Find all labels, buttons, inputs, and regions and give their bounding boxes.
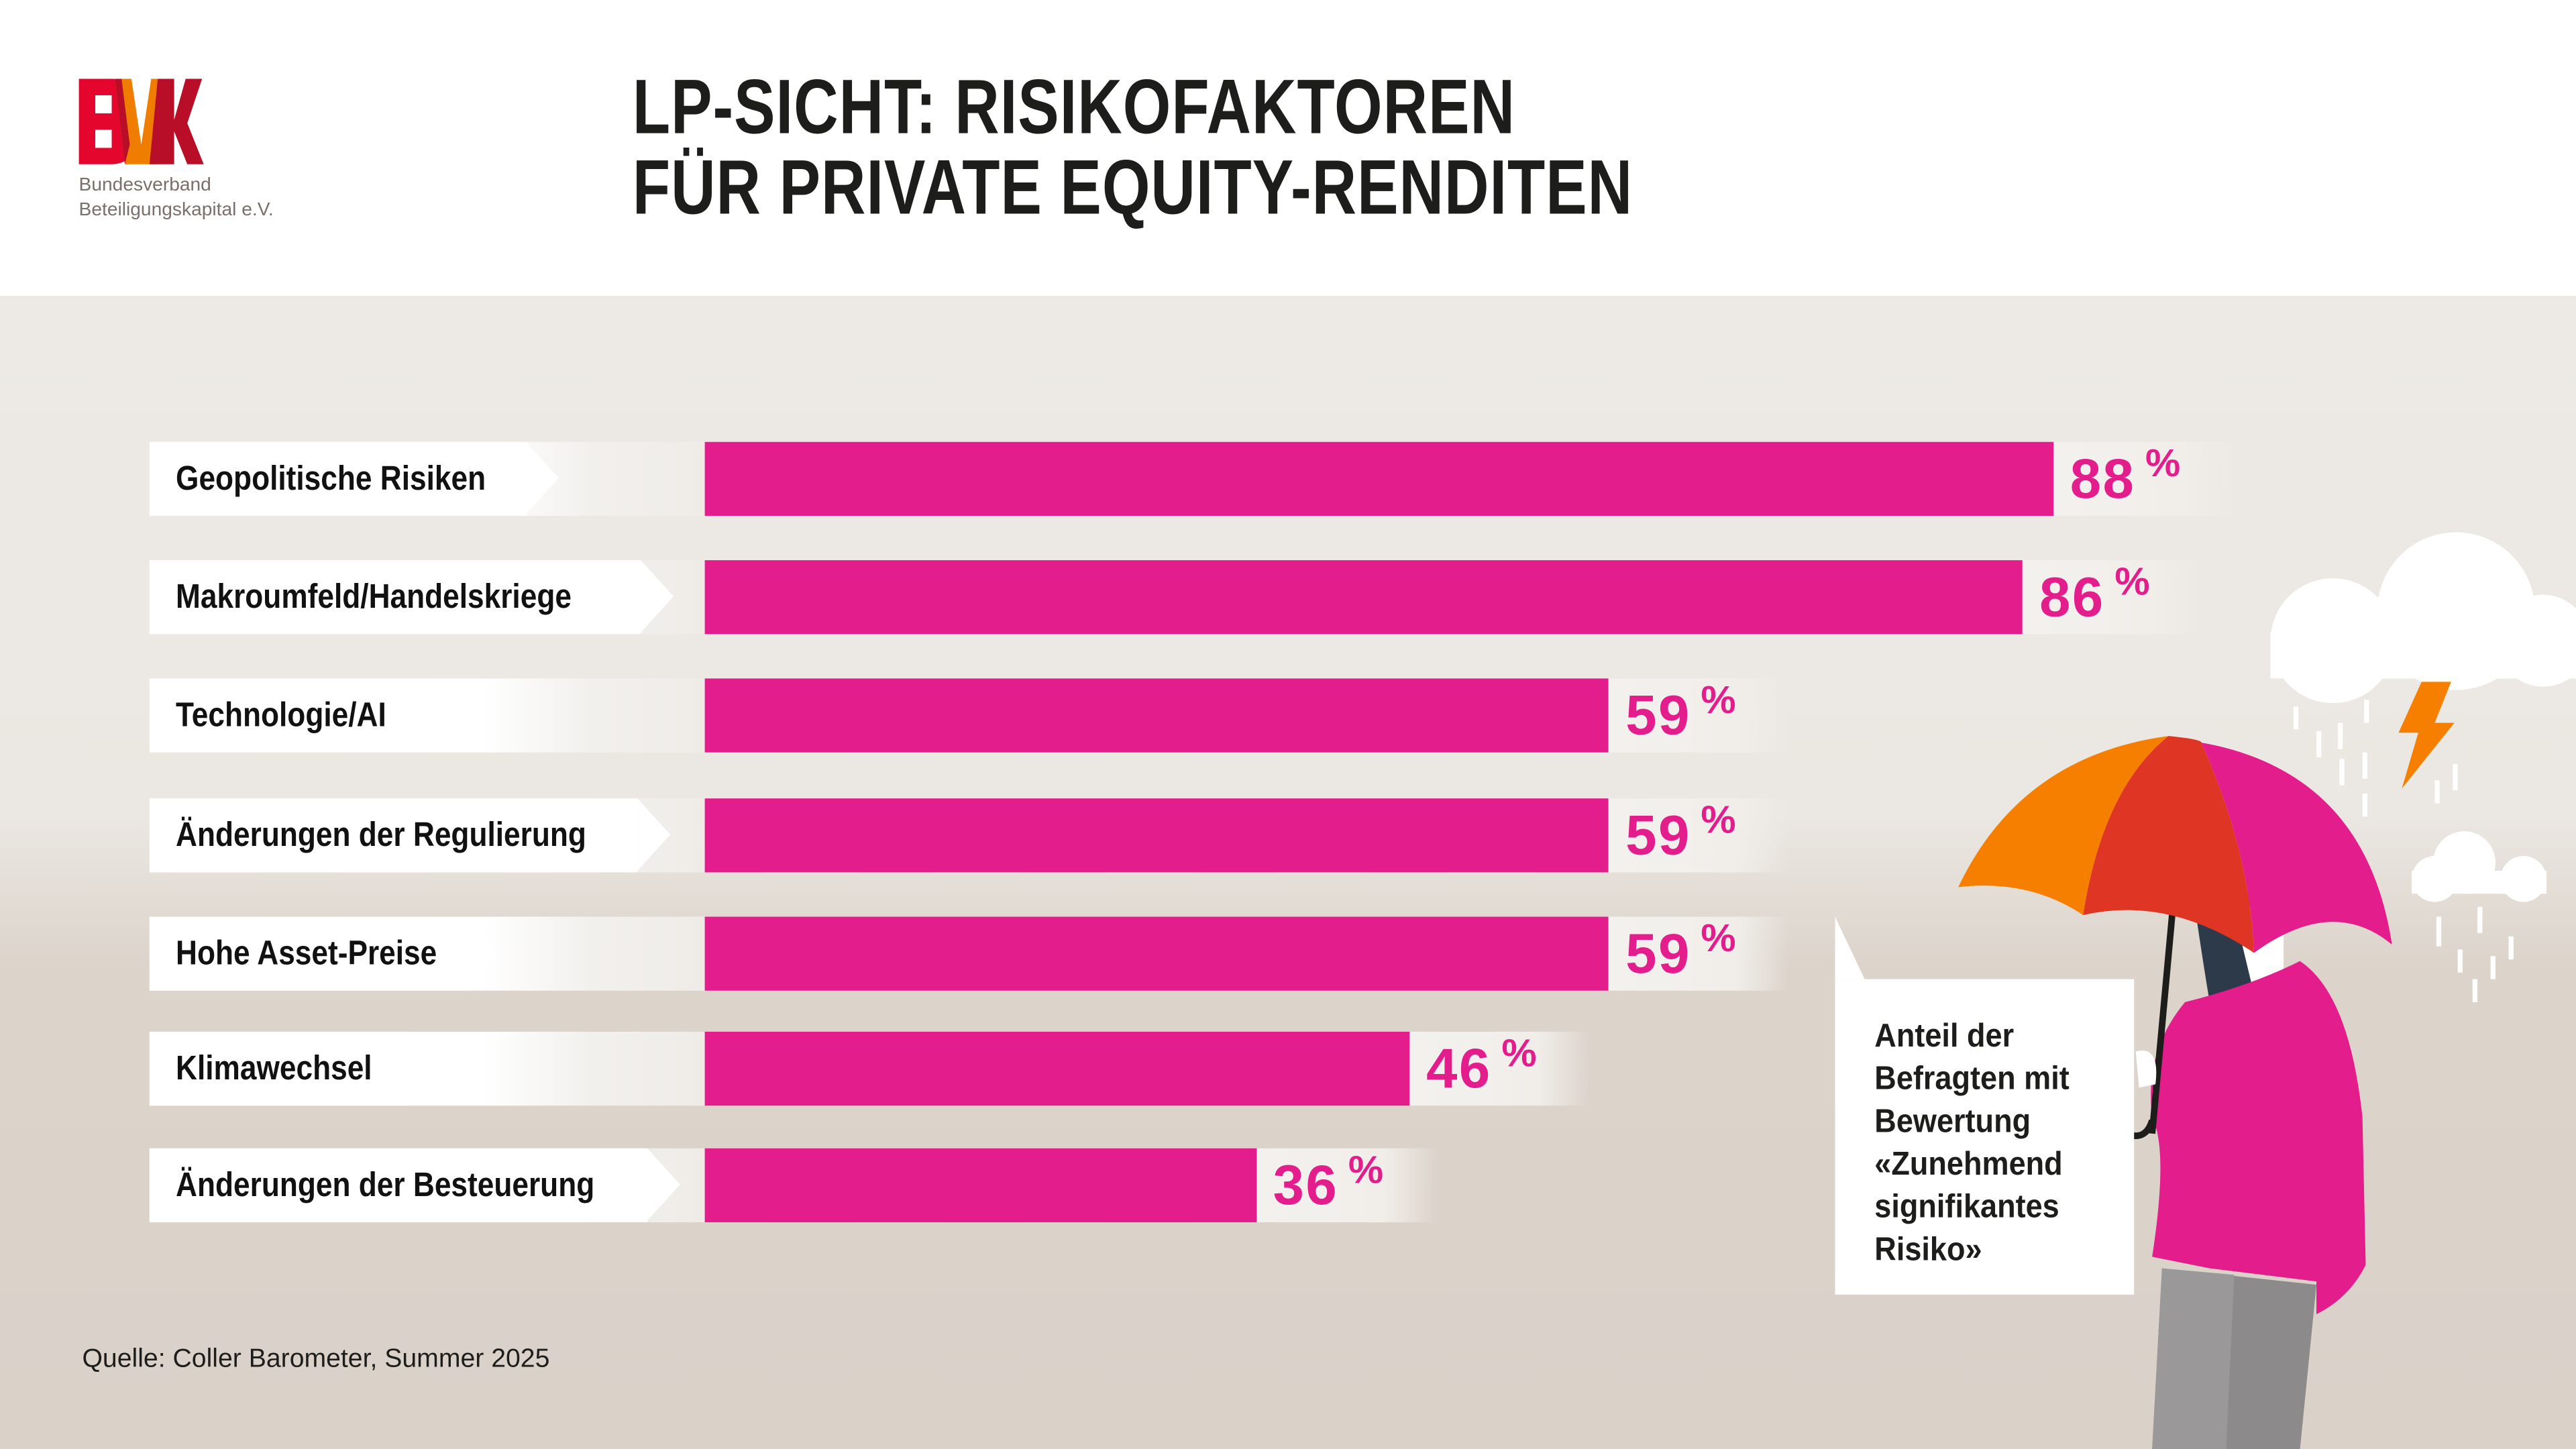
logo-subtitle-line2: Beteiligungskapital e.V. — [78, 200, 274, 221]
category-label-box: Technologie/AI — [149, 678, 462, 753]
value-number: 86 — [2039, 566, 2105, 629]
value-label: 59% — [1625, 678, 1736, 749]
category-label: Makroumfeld/Handelskriege — [176, 578, 572, 616]
bar — [704, 1031, 1410, 1106]
bar-row: Änderungen der Regulierung 59% — [149, 798, 2286, 873]
header: Bundesverband Beteiligungskapital e.V. L… — [0, 0, 2576, 296]
logo-subtitle: Bundesverband Beteiligungskapital e.V. — [79, 174, 274, 223]
category-label-box: Änderungen der Regulierung — [149, 798, 671, 873]
person — [2151, 879, 2366, 1449]
value-label: 36% — [1273, 1148, 1384, 1220]
cloud-icon — [2270, 532, 2576, 704]
category-label: Technologie/AI — [176, 696, 386, 735]
bar-row: Technologie/AI 59% — [149, 678, 2286, 753]
value-tail — [2023, 560, 2204, 635]
bar — [704, 441, 2054, 516]
category-label: Hohe Asset-Preise — [176, 934, 437, 973]
value-number: 59 — [1625, 685, 1691, 748]
page-title: LP-SICHT: RISIKOFAKTOREN FÜR PRIVATE EQU… — [633, 66, 1633, 227]
percent-sign: % — [1701, 916, 1736, 961]
value-tail — [1409, 1031, 1591, 1106]
value-number: 88 — [2070, 448, 2136, 511]
small-cloud-icon — [2412, 831, 2546, 902]
value-tail — [2053, 441, 2235, 516]
category-label: Änderungen der Besteuerung — [176, 1166, 595, 1205]
percent-sign: % — [2114, 560, 2150, 605]
value-number: 46 — [1426, 1038, 1492, 1101]
category-label-box: Änderungen der Besteuerung — [149, 1148, 680, 1223]
umbrella-person-illustration — [1958, 532, 2576, 1449]
logo-subtitle-line1: Bundesverband — [78, 176, 211, 196]
percent-sign: % — [1501, 1031, 1537, 1077]
value-tail — [1256, 1148, 1438, 1223]
bar-row: Makroumfeld/Handelskriege 86% — [149, 560, 2286, 635]
bar — [704, 798, 1609, 873]
category-label-box: Makroumfeld/Handelskriege — [149, 560, 674, 635]
value-label: 59% — [1625, 798, 1736, 869]
value-number: 59 — [1625, 923, 1691, 986]
category-label: Geopolitische Risiken — [176, 460, 486, 498]
callout-box: Anteil der Befragten mit Bewertung «Zune… — [1835, 979, 2135, 1295]
category-label: Klimawechsel — [176, 1049, 372, 1088]
title-line2: FÜR PRIVATE EQUITY-RENDITEN — [632, 143, 1633, 230]
percent-sign: % — [2145, 441, 2181, 486]
bar — [704, 916, 1609, 991]
value-tail — [1609, 798, 1790, 873]
percent-sign: % — [1701, 678, 1736, 723]
value-label: 86% — [2039, 560, 2150, 631]
source-note: Quelle: Coller Barometer, Summer 2025 — [82, 1345, 550, 1374]
value-label: 59% — [1625, 917, 1736, 987]
bar-row: Hohe Asset-Preise 59% — [149, 916, 2286, 991]
value-tail — [1609, 916, 1790, 991]
bvk-logo — [78, 78, 204, 164]
category-label-box: Geopolitische Risiken — [149, 441, 559, 516]
value-label: 88% — [2070, 442, 2181, 513]
category-label-box: Hohe Asset-Preise — [149, 916, 498, 991]
category-label: Änderungen der Regulierung — [176, 816, 586, 855]
value-number: 36 — [1273, 1155, 1339, 1218]
bar-row: Änderungen der Besteuerung 36% — [149, 1148, 2286, 1223]
callout-text: Anteil der Befragten mit Bewertung «Zune… — [1874, 1018, 2070, 1269]
callout-tail — [1835, 916, 1865, 979]
umbrella-icon — [1958, 736, 2392, 1140]
lightning-icon — [2398, 682, 2455, 789]
value-label: 46% — [1426, 1032, 1537, 1103]
category-label-box: Klimawechsel — [149, 1031, 444, 1106]
bar-row: Geopolitische Risiken 88% — [149, 441, 2286, 516]
percent-sign: % — [1348, 1148, 1384, 1193]
rain-icon — [2293, 700, 2514, 1002]
value-tail — [1609, 678, 1790, 753]
bar — [704, 678, 1609, 753]
value-number: 59 — [1625, 805, 1691, 868]
bar — [704, 560, 2023, 635]
bar-row: Klimawechsel 46% — [149, 1031, 2286, 1106]
percent-sign: % — [1701, 798, 1736, 843]
title-line1: LP-SICHT: RISIKOFAKTOREN — [632, 62, 1516, 150]
bar — [704, 1148, 1257, 1223]
